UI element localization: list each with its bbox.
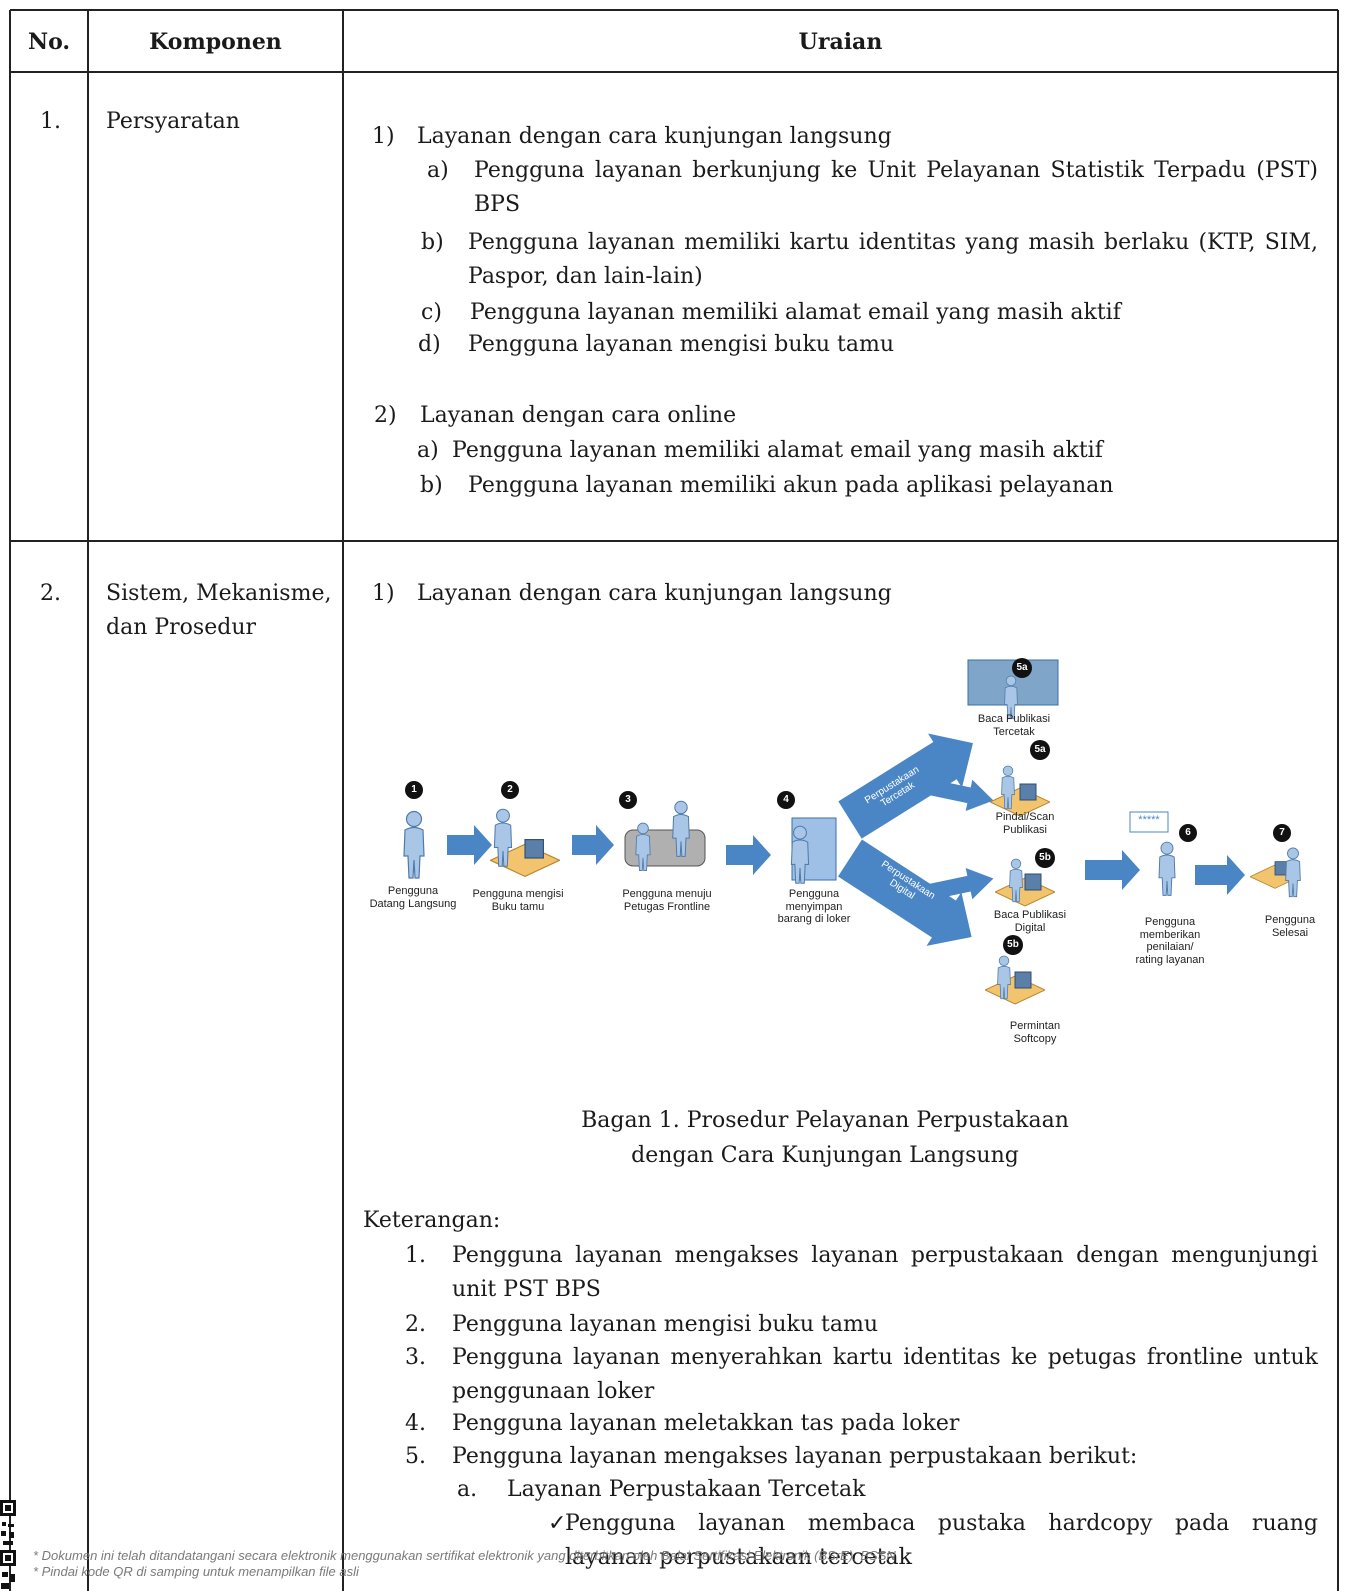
step-label: Pengguna menuju Petugas Frontline [622,888,712,913]
list-marker: a) [417,438,439,463]
column-header: No. [27,29,71,55]
row-number: 1. [40,109,61,134]
list-marker: c) [421,300,442,325]
list-marker: 5. [405,1444,426,1469]
section-title: Layanan dengan cara kunjungan langsung [417,581,892,606]
step-badge: 4 [783,794,789,805]
list-marker: a. [457,1477,478,1502]
list-marker: 2. [405,1312,426,1337]
check-marker: ✓ [548,1511,567,1536]
step-badge: 6 [1185,827,1191,838]
figure-caption: Bagan 1. Prosedur Pelayanan Perpustakaan… [581,1108,1069,1168]
step-label: Pengguna mengisi Buku tamu [472,888,564,913]
step-badge: 5a [1034,744,1046,755]
list-item: Layanan Perpustakaan Tercetak [507,1477,866,1502]
list-item: Pengguna layanan mengisi buku tamu [468,332,894,357]
list-item: Pengguna layanan membaca pustaka hardcop… [565,1511,1318,1570]
signature-note: * Dokumen ini telah ditandatangani secar… [33,1548,896,1563]
list-item: Pengguna layanan memiliki kartu identita… [468,230,1318,289]
flow-icons [403,659,1301,1005]
step-label: Baca Publikasi Digital [993,909,1067,934]
section-title: Layanan dengan cara online [420,403,737,428]
step-label: Pengguna memberikan penilaian/ rating la… [1135,916,1205,966]
step-badge: 2 [507,784,513,795]
list-item: Pengguna layanan memiliki alamat email y… [470,300,1121,325]
step-badge: 3 [625,794,631,805]
list-marker: b) [421,230,444,255]
step-label: Pindai/Scan Publikasi [995,811,1055,836]
list-marker: 1) [372,124,395,149]
step-badges [405,658,1291,955]
step-label: Pengguna Selesai [1264,914,1316,939]
qr-note: * Pindai kode QR di samping untuk menamp… [33,1564,359,1579]
column-header: Komponen [149,29,282,55]
rating-stars: ***** [1138,814,1160,826]
table-rules [9,9,1339,1591]
list-item: Pengguna layanan berkunjung ke Unit Pela… [474,158,1318,217]
step-badge: 7 [1279,827,1285,838]
list-item: Pengguna layanan mengisi buku tamu [452,1312,878,1337]
flow-arrows [447,733,1245,946]
list-marker: a) [427,158,449,183]
row-number: 2. [40,581,61,606]
list-marker: 2) [374,403,397,428]
list-item: Pengguna layanan menyerahkan kartu ident… [452,1345,1318,1404]
qr-code [0,1500,16,1589]
step-label: Pengguna Datang Langsung [369,885,457,910]
component: Persyaratan [106,109,240,134]
list-item: Pengguna layanan mengakses layanan perpu… [452,1243,1318,1302]
step-label: Permintan Softcopy [1009,1020,1061,1045]
list-item: Pengguna layanan memiliki alamat email y… [452,438,1103,463]
step-badge: 1 [411,784,417,795]
step-badge: 5b [1007,939,1019,950]
component: Sistem, Mekanisme, dan Prosedur [106,581,332,640]
step-badge: 5b [1039,852,1051,863]
step-label: Pengguna menyimpan barang di loker [777,888,851,925]
list-marker: 1. [405,1243,426,1268]
section-title: Layanan dengan cara kunjungan langsung [417,124,892,149]
notes-title: Keterangan: [363,1208,501,1233]
column-header: Uraian [798,29,883,55]
list-marker: b) [420,473,443,498]
step-badge: 5a [1016,662,1028,673]
step-label: Baca Publikasi Tercetak [977,713,1051,738]
list-marker: d) [418,332,441,357]
list-marker: 3. [405,1345,426,1370]
list-item: Pengguna layanan memiliki akun pada apli… [468,473,1114,498]
list-item: Pengguna layanan mengakses layanan perpu… [452,1444,1138,1469]
list-marker: 4. [405,1411,426,1436]
list-item: Pengguna layanan meletakkan tas pada lok… [452,1411,960,1436]
list-marker: 1) [372,581,395,606]
